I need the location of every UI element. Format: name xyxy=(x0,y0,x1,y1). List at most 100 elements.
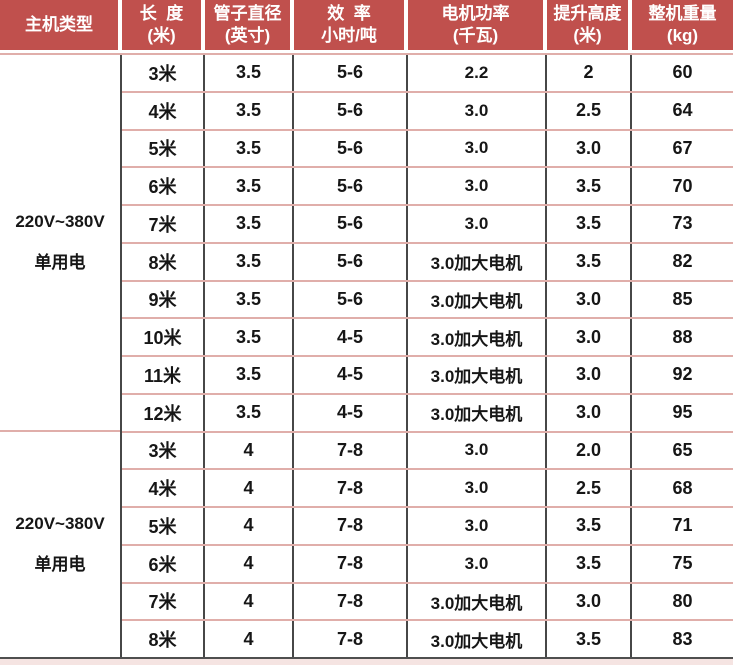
table-row: 11米 3.5 4-5 3.0加大电机 3.0 92 xyxy=(122,355,733,393)
table-cell-lift-height: 2.5 xyxy=(547,92,632,129)
table-cell-efficiency: 7-8 xyxy=(294,470,408,506)
table-row: 7米 4 7-8 3.0加大电机 3.0 80 xyxy=(122,581,733,620)
table-cell-length: 9米 xyxy=(122,281,205,318)
machine-type-group-1: 220V~380V 单用电 xyxy=(0,55,120,430)
table-cell-lift-height: 2.5 xyxy=(547,470,632,506)
column-header-line: 效 率 xyxy=(327,3,371,23)
table-cell-weight: 95 xyxy=(672,402,693,423)
table-cell-length: 7米 xyxy=(122,583,205,620)
table-cell-efficiency: 5-6 xyxy=(294,206,408,242)
table-cell-length: 6米 xyxy=(122,168,205,204)
table-cell-length: 5米 xyxy=(122,130,205,167)
table-cell-weight: 88 xyxy=(672,326,693,347)
table-cell-lift-height: 3.0 xyxy=(547,281,632,318)
table-cell-lift-height: 3.5 xyxy=(547,206,632,242)
table-cell-pipe-diameter: 3.5 xyxy=(205,394,294,431)
table-cell-weight: 68 xyxy=(672,477,693,498)
table-row: 8米 4 7-8 3.0加大电机 3.5 83 xyxy=(122,619,733,657)
table-row: 6米 3.5 5-6 3.0 3.5 70 xyxy=(122,166,733,204)
column-header-line: 提升高度 xyxy=(553,3,622,23)
table-cell-motor-power: 3.0 xyxy=(408,432,547,469)
table-cell-pipe-diameter: 4 xyxy=(205,583,294,620)
table-cell-motor-power: 3.0 xyxy=(408,508,547,544)
table-cell-efficiency: 5-6 xyxy=(294,243,408,280)
table-cell-weight: 83 xyxy=(672,628,693,649)
table-cell-pipe-diameter: 3.5 xyxy=(205,243,294,280)
table-cell-lift-height: 2 xyxy=(547,55,632,91)
table-cell-length: 3米 xyxy=(122,432,205,469)
machine-type-power-mode: 单用电 xyxy=(34,555,86,574)
table-cell-efficiency: 7-8 xyxy=(294,621,408,657)
table-cell-length: 11米 xyxy=(122,357,205,393)
table-cell-weight: 65 xyxy=(672,439,693,460)
machine-type-voltage: 220V~380V xyxy=(15,212,105,231)
bottom-bar xyxy=(0,657,733,665)
table-cell-weight: 64 xyxy=(672,100,693,121)
table-cell-pipe-diameter: 4 xyxy=(205,508,294,544)
table-cell-pipe-diameter: 4 xyxy=(205,432,294,469)
table-cell-lift-height: 3.5 xyxy=(547,545,632,582)
table-cell-length: 4米 xyxy=(122,470,205,506)
table-cell-efficiency: 5-6 xyxy=(294,92,408,129)
table-cell-efficiency: 5-6 xyxy=(294,130,408,167)
table-cell-weight: 82 xyxy=(672,251,693,272)
machine-type-column: 220V~380V 单用电 220V~380V 单用电 xyxy=(0,55,122,657)
table-row: 10米 3.5 4-5 3.0加大电机 3.0 88 xyxy=(122,317,733,355)
table-cell-weight: 92 xyxy=(672,364,693,385)
table-cell-lift-height: 3.5 xyxy=(547,621,632,657)
table-cell-length: 10米 xyxy=(122,319,205,355)
table-cell-pipe-diameter: 3.5 xyxy=(205,130,294,167)
table-cell-lift-height: 3.0 xyxy=(547,583,632,620)
table-cell-pipe-diameter: 4 xyxy=(205,621,294,657)
table-cell-motor-power: 3.0 xyxy=(408,168,547,204)
table-cell-motor-power: 3.0 xyxy=(408,470,547,506)
table-cell-pipe-diameter: 3.5 xyxy=(205,357,294,393)
table-cell-weight: 60 xyxy=(672,62,693,83)
column-header-line: 长 度 xyxy=(139,3,184,23)
table-cell-length: 3米 xyxy=(122,55,205,91)
table-cell-pipe-diameter: 3.5 xyxy=(205,55,294,91)
table-header-row: 主机类型 长 度 (米) 管子直径 (英寸) 效 率 小时/吨 电机功率 (千瓦… xyxy=(0,0,733,55)
table-cell-motor-power: 3.0加大电机 xyxy=(408,281,547,318)
table-cell-weight: 67 xyxy=(672,137,693,158)
column-header-line: 整机重量 xyxy=(648,3,717,23)
column-header-line: (千瓦) xyxy=(452,26,499,45)
table-cell-pipe-diameter: 3.5 xyxy=(205,281,294,318)
table-row: 5米 3.5 5-6 3.0 3.0 67 xyxy=(122,128,733,167)
machine-type-group-2: 220V~380V 单用电 xyxy=(0,430,120,657)
table-cell-motor-power: 2.2 xyxy=(408,55,547,91)
table-cell-efficiency: 4-5 xyxy=(294,319,408,355)
table-row: 3米 3.5 5-6 2.2 2 60 xyxy=(122,55,733,91)
column-header-machine-type: 主机类型 xyxy=(0,0,122,50)
table-cell-efficiency: 4-5 xyxy=(294,394,408,431)
column-header-weight: 整机重量 (kg) xyxy=(632,0,733,50)
table-cell-length: 4米 xyxy=(122,92,205,129)
table-cell-motor-power: 3.0加大电机 xyxy=(408,621,547,657)
column-header-lift-height: 提升高度 (米) xyxy=(547,0,632,50)
table-row: 7米 3.5 5-6 3.0 3.5 73 xyxy=(122,204,733,242)
table-row: 9米 3.5 5-6 3.0加大电机 3.0 85 xyxy=(122,279,733,318)
table-cell-lift-height: 3.0 xyxy=(547,394,632,431)
table-cell-lift-height: 3.5 xyxy=(547,243,632,280)
table-cell-motor-power: 3.0 xyxy=(408,206,547,242)
table-body: 220V~380V 单用电 220V~380V 单用电 3米 3.5 5-6 2.2 2… xyxy=(0,55,733,657)
table-cell-length: 6米 xyxy=(122,545,205,582)
table-cell-length: 5米 xyxy=(122,508,205,544)
table-cell-lift-height: 3.0 xyxy=(547,357,632,393)
column-header-line: 主机类型 xyxy=(25,14,93,34)
table-cell-efficiency: 7-8 xyxy=(294,508,408,544)
table-cell-weight: 80 xyxy=(672,590,693,611)
table-cell-efficiency: 5-6 xyxy=(294,281,408,318)
table-cell-pipe-diameter: 4 xyxy=(205,470,294,506)
column-header-line: 电机功率 xyxy=(441,3,510,23)
table-row: 4米 3.5 5-6 3.0 2.5 64 xyxy=(122,90,733,129)
machine-type-voltage: 220V~380V xyxy=(15,514,105,533)
column-header-line: (米) xyxy=(573,26,602,45)
table-cell-lift-height: 3.0 xyxy=(547,130,632,167)
table-cell-length: 8米 xyxy=(122,621,205,657)
table-row: 12米 3.5 4-5 3.0加大电机 3.0 95 xyxy=(122,392,733,431)
table-cell-motor-power: 3.0加大电机 xyxy=(408,357,547,393)
column-header-line: 小时/吨 xyxy=(321,26,377,45)
table-cell-motor-power: 3.0 xyxy=(408,92,547,129)
